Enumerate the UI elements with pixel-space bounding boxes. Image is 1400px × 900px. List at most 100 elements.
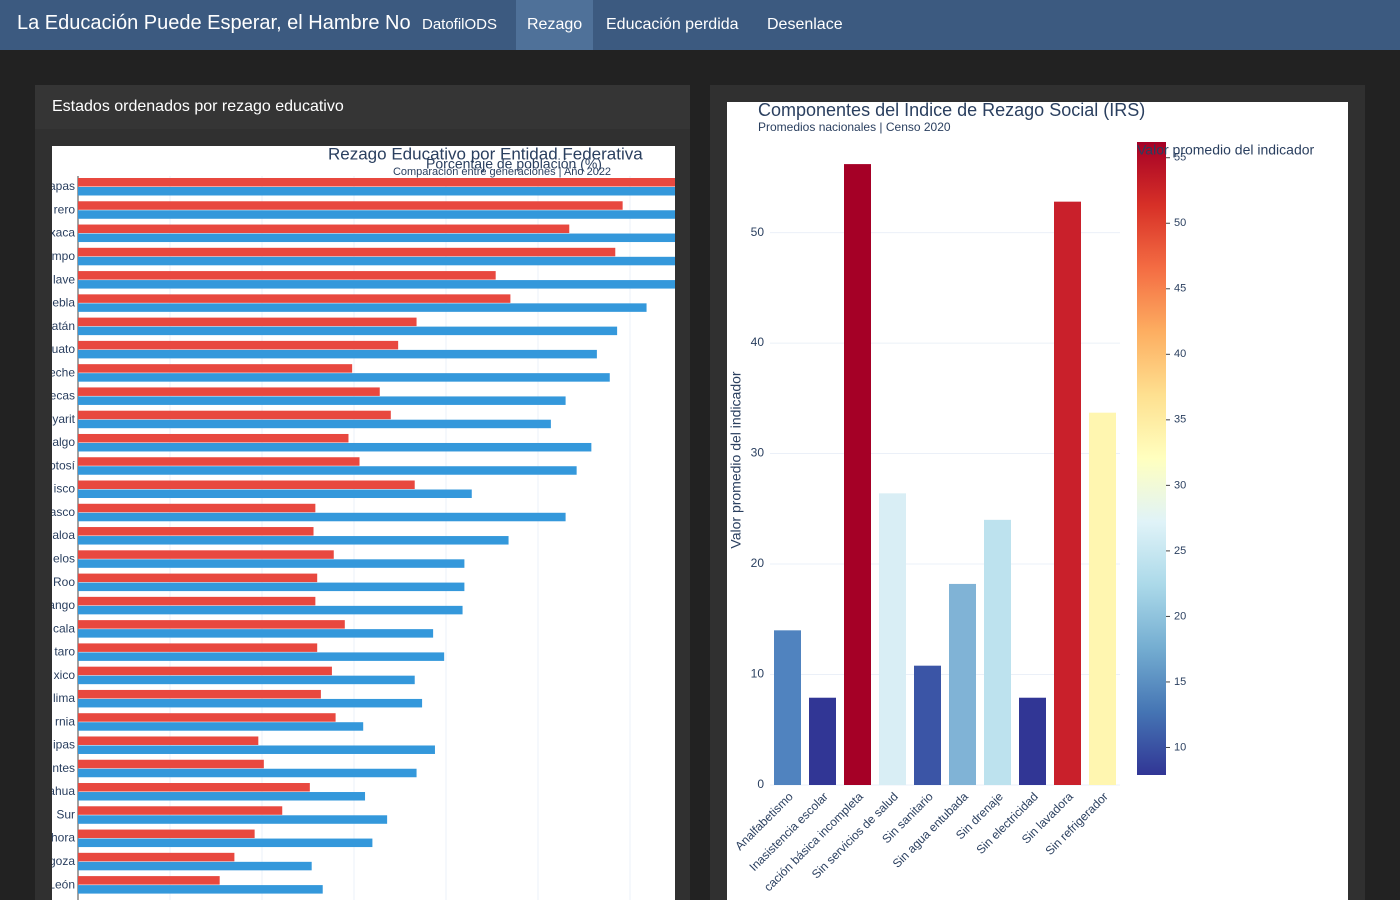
y-axis-title: Valor promedio del indicador xyxy=(728,371,744,549)
x-tick-label: Sin refrigerador xyxy=(1042,789,1110,857)
nav-link[interactable]: DatofilODS xyxy=(422,16,498,33)
bar xyxy=(78,210,675,219)
y-tick-label: ecas xyxy=(52,389,75,403)
bar xyxy=(78,806,283,815)
bar xyxy=(78,387,380,396)
y-tick-label: xaca xyxy=(52,226,75,240)
bar xyxy=(78,536,509,545)
colorbar-tick-label: 10 xyxy=(1174,741,1186,753)
colorbar-tick-label: 25 xyxy=(1174,545,1186,557)
bar xyxy=(78,698,423,708)
bar xyxy=(1089,412,1116,785)
x-tick-label: Sin electricidad xyxy=(973,789,1040,856)
y-tick-label: 0 xyxy=(757,777,764,791)
panel-header xyxy=(35,85,690,129)
bar xyxy=(78,713,336,722)
bar xyxy=(78,410,391,420)
colorbar-tick-label: 50 xyxy=(1174,217,1186,229)
bar xyxy=(78,187,675,196)
y-tick-label: asco xyxy=(52,505,75,519)
bar xyxy=(78,178,675,187)
bar xyxy=(78,224,570,234)
nav-link[interactable]: Desenlace xyxy=(767,16,843,33)
bar xyxy=(78,280,675,289)
y-tick-label: isco xyxy=(54,482,76,496)
colorbar-tick-label: 45 xyxy=(1174,283,1186,295)
chart-title: Componentes del Indice de Rezago Social … xyxy=(758,102,1145,120)
bar xyxy=(78,489,472,499)
y-tick-label: taro xyxy=(54,645,75,659)
bar xyxy=(78,303,647,312)
bar xyxy=(78,340,399,350)
y-tick-label: ango xyxy=(52,598,75,612)
bar xyxy=(78,792,366,801)
bar xyxy=(78,596,316,606)
colorbar-tick-label: 30 xyxy=(1174,479,1186,491)
chart-subtitle: Promedios nacionales | Censo 2020 xyxy=(758,120,951,134)
y-tick-label: goza xyxy=(52,854,75,868)
y-tick-label: 40 xyxy=(751,335,765,349)
y-tick-label: Roo xyxy=(53,575,75,589)
bar xyxy=(78,605,463,615)
bar xyxy=(78,783,310,792)
colorbar-tick-label: 40 xyxy=(1174,348,1186,360)
y-tick-label: 30 xyxy=(751,446,765,460)
bar xyxy=(78,349,597,359)
bar xyxy=(78,433,349,443)
y-tick-label: hora xyxy=(52,831,75,845)
bar xyxy=(1054,201,1081,785)
bar xyxy=(78,885,323,894)
y-tick-label: xico xyxy=(54,668,76,682)
bar xyxy=(78,364,353,373)
bar xyxy=(78,876,220,885)
bar xyxy=(78,480,415,490)
bar xyxy=(78,512,566,522)
y-tick-label: 20 xyxy=(751,556,765,570)
bar xyxy=(78,442,592,452)
bar xyxy=(78,271,496,280)
bar xyxy=(914,665,941,785)
y-tick-label: ahua xyxy=(52,784,75,798)
bar xyxy=(78,317,417,327)
brand[interactable]: La Educación Puede Esperar, el Hambre No xyxy=(17,12,411,34)
bar xyxy=(78,689,321,699)
bar xyxy=(78,247,616,257)
y-tick-label: yarit xyxy=(52,412,75,426)
navbar: La Educación Puede Esperar, el Hambre No… xyxy=(0,0,1400,50)
bar xyxy=(78,527,314,536)
y-tick-label: ipas xyxy=(53,738,75,752)
nav-link[interactable]: Educación perdida xyxy=(606,16,739,33)
chart-subtitle: Comparación entre generaciones | Año 202… xyxy=(393,166,611,178)
y-tick-label: aloa xyxy=(52,528,75,542)
bar xyxy=(78,559,465,568)
y-tick-label: ebla xyxy=(52,296,75,310)
colorbar-tick-label: 20 xyxy=(1174,610,1186,622)
bar xyxy=(78,829,255,839)
bar xyxy=(78,550,334,559)
bar xyxy=(879,493,906,785)
y-tick-label: cala xyxy=(53,621,75,635)
bar xyxy=(78,652,445,661)
y-tick-label: eche xyxy=(52,365,75,379)
chart: apas rero xaca mpo lave ebla catán uato eche ecas… xyxy=(52,146,675,900)
nav-link[interactable]: Rezago xyxy=(516,0,594,50)
bar xyxy=(78,573,318,583)
panel-title: Estados ordenados por rezago educativo xyxy=(52,98,344,115)
bar xyxy=(78,326,618,336)
bar xyxy=(78,582,465,592)
bar xyxy=(78,201,623,210)
x-axis-title: Porcentaje de población (%) xyxy=(426,156,602,172)
bar xyxy=(78,396,566,405)
bar xyxy=(78,256,675,266)
y-tick-label: apas xyxy=(52,179,75,193)
colorbar-title: Valor promedio del indicador xyxy=(1137,142,1315,158)
bar xyxy=(78,745,435,754)
bar xyxy=(78,620,345,629)
bar xyxy=(984,519,1011,785)
y-tick-label: lave xyxy=(53,272,75,286)
y-tick-label: rnia xyxy=(55,714,75,728)
y-tick-label: uato xyxy=(52,342,75,356)
bar xyxy=(78,643,318,652)
